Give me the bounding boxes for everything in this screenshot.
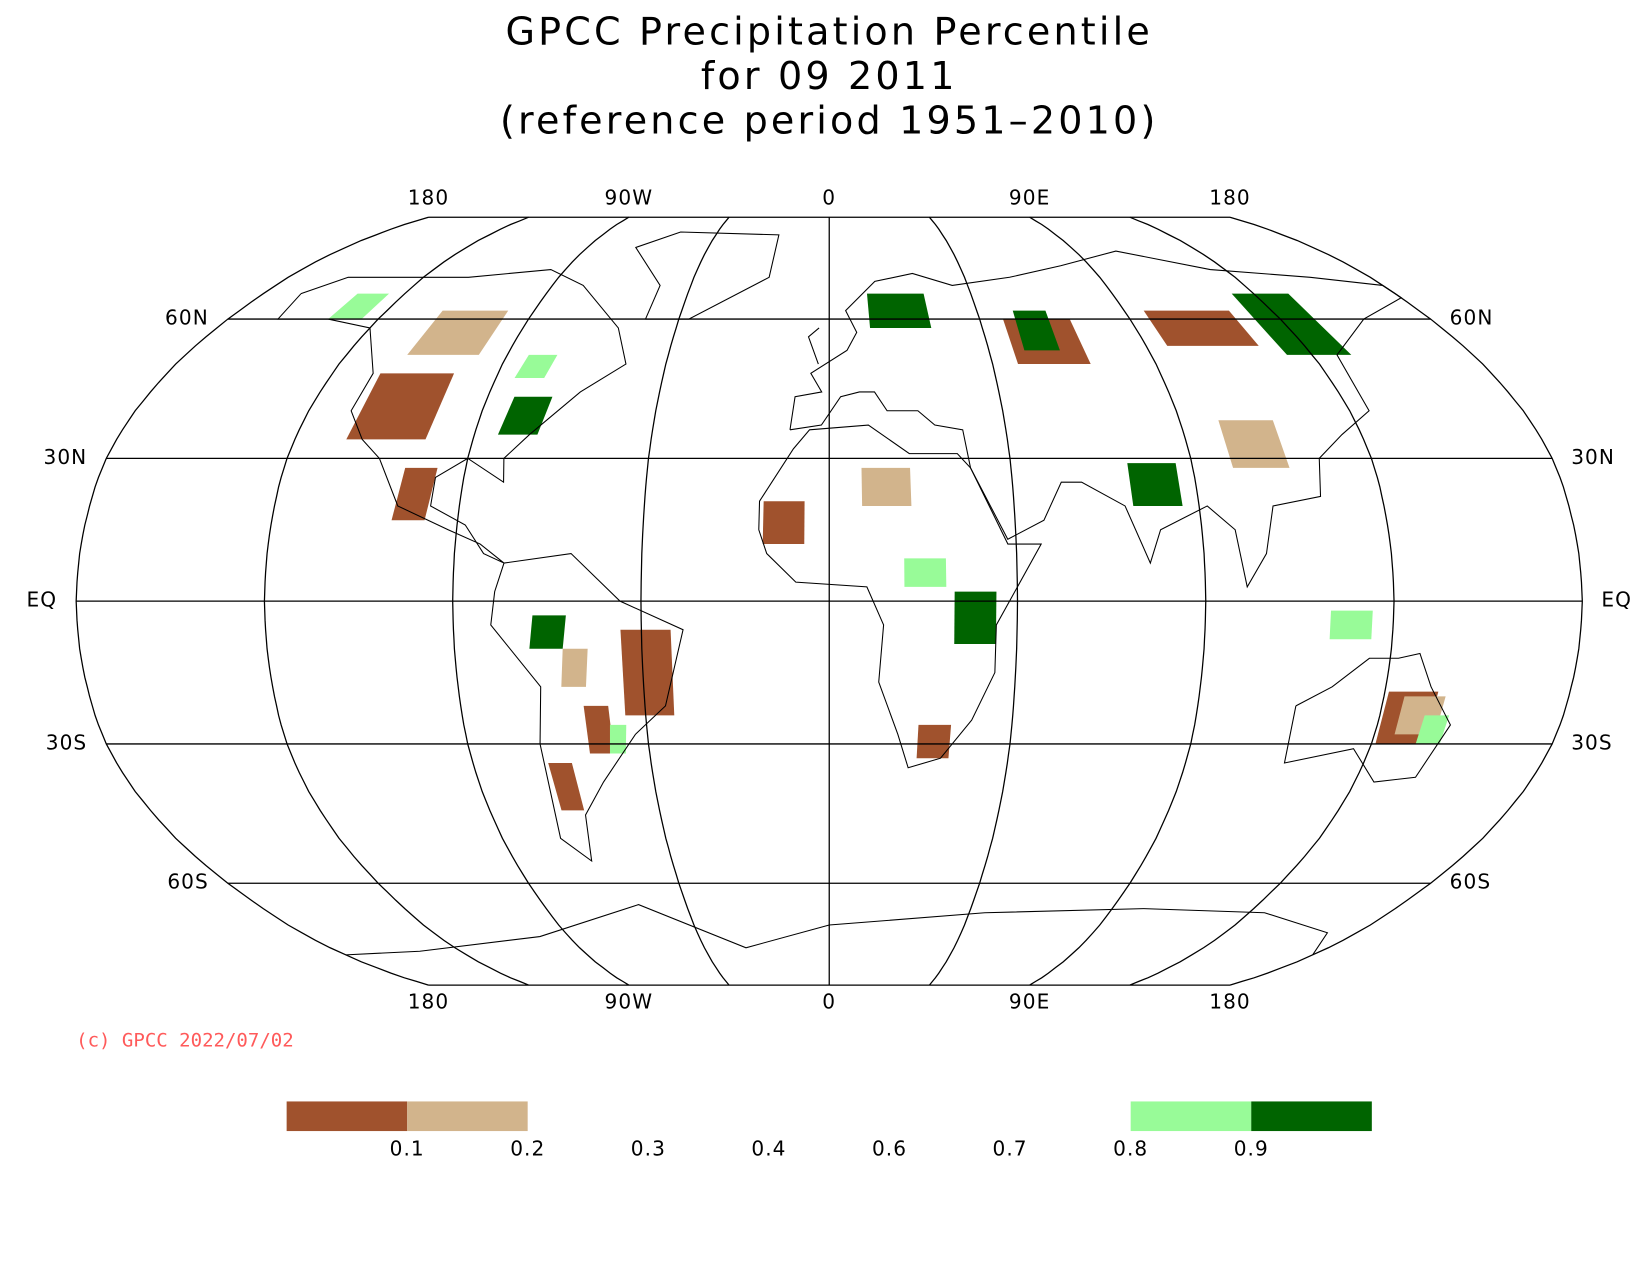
percentile-patch: [1415, 715, 1450, 744]
percentile-patch: [904, 558, 947, 587]
percentile-patch: [1218, 420, 1290, 468]
lat-label-right: 60N: [1450, 306, 1494, 330]
colorbar-swatch: [1251, 1101, 1372, 1132]
percentile-patch: [1143, 310, 1259, 346]
percentile-patch: [514, 354, 558, 378]
lat-label-left: 60S: [167, 870, 208, 894]
colorbar-swatch: [768, 1101, 890, 1132]
lat-label-left: EQ: [27, 588, 58, 612]
lat-label-left: 60N: [165, 306, 209, 330]
percentile-patch: [620, 629, 675, 716]
coastline: [634, 231, 780, 320]
lon-label-bottom: 90W: [605, 990, 654, 1014]
lon-label-top: 0: [822, 186, 836, 210]
percentile-patch: [1012, 310, 1060, 351]
percentile-patch: [497, 396, 553, 435]
percentile-patch: [866, 293, 932, 328]
coastline: [345, 904, 1329, 956]
colorbar-tick-label: 0.3: [631, 1137, 666, 1161]
lon-label-bottom: 180: [1209, 990, 1251, 1014]
colorbar-tick-label: 0.9: [1234, 1137, 1269, 1161]
colorbar-swatch: [889, 1101, 1011, 1132]
percentile-patch: [328, 293, 390, 320]
lat-label-right: 30S: [1571, 730, 1612, 754]
colorbar-swatch: [407, 1101, 528, 1132]
percentile-patch: [861, 467, 912, 506]
coastline: [1283, 652, 1452, 783]
lat-label-right: 60S: [1450, 870, 1491, 894]
percentile-patch: [561, 648, 588, 687]
colorbar-tick-label: 0.6: [872, 1137, 907, 1161]
lon-label-bottom: 180: [408, 990, 449, 1014]
lon-label-top: 90E: [1009, 186, 1050, 210]
percentile-patch: [548, 762, 585, 811]
lat-label-right: 30N: [1571, 445, 1615, 469]
percentile-patch: [916, 724, 952, 759]
percentile-patch: [609, 724, 627, 754]
colorbar-tick-label: 0.1: [390, 1137, 425, 1161]
coastline: [789, 250, 1403, 589]
title-line: for 09 2011: [701, 54, 958, 98]
percentile-patch: [762, 501, 805, 545]
lon-label-top: 90W: [605, 186, 654, 210]
percentile-field: [328, 293, 1450, 811]
lat-label-left: 30N: [43, 445, 87, 469]
title-line: GPCC Precipitation Percentile: [505, 10, 1153, 54]
lat-label-left: 30S: [46, 730, 87, 754]
percentile-patch: [346, 373, 455, 440]
percentile-patch: [1231, 293, 1352, 355]
credit: (c) GPCC 2022/07/02: [76, 1030, 294, 1052]
colorbar-tick-label: 0.8: [1113, 1137, 1148, 1161]
coastline: [807, 327, 820, 365]
lon-label-top: 180: [1209, 186, 1251, 210]
coastline: [276, 269, 627, 564]
percentile-patch: [1127, 463, 1183, 506]
colorbar-swatch: [1130, 1101, 1252, 1132]
percentile-patch: [1329, 610, 1373, 640]
percentile-patch: [954, 591, 997, 644]
colorbar-tick-label: 0.4: [751, 1137, 786, 1161]
lon-label-top: 180: [408, 186, 449, 210]
colorbar-tick-label: 0.2: [510, 1137, 545, 1161]
colorbar-swatch: [648, 1101, 769, 1132]
percentile-patch: [583, 705, 614, 754]
lat-label-right: EQ: [1601, 588, 1632, 612]
percentile-patch: [407, 310, 509, 355]
title-line: (reference period 1951–2010): [500, 99, 1159, 143]
colorbar-swatch: [1010, 1101, 1131, 1132]
colorbar-tick-label: 0.7: [993, 1137, 1028, 1161]
colorbar-swatch: [286, 1101, 408, 1132]
lon-label-bottom: 90E: [1009, 990, 1050, 1014]
colorbar-swatch: [527, 1101, 649, 1132]
percentile-patch: [391, 467, 438, 521]
lon-label-bottom: 0: [822, 990, 836, 1014]
percentile-patch: [529, 615, 566, 649]
coastline: [758, 424, 1043, 769]
